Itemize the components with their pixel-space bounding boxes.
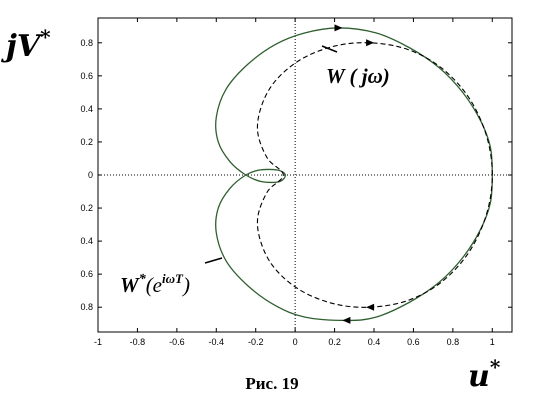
solid-curve-annotation-paren: (e	[146, 273, 162, 297]
direction-arrow	[334, 24, 343, 32]
series-layer	[215, 27, 493, 322]
x-tick-label: 0.6	[407, 337, 420, 347]
solid-curve-annotation-exp: iωT	[162, 271, 184, 286]
x-axis-label: u*	[468, 355, 501, 394]
y-tick-label: 0	[88, 170, 93, 180]
x-tick-label: -0.6	[169, 337, 185, 347]
y-tick-label: 0.4	[80, 104, 93, 114]
y-axis-label-sup: *	[40, 25, 51, 49]
figure-caption: Рис. 19	[245, 374, 298, 393]
dashed-curve-leader-line	[321, 45, 338, 53]
arrow-layer	[334, 24, 375, 324]
solid-curve-annotation-main: W	[120, 273, 140, 297]
series-dashed-curve	[256, 42, 493, 308]
y-tick-label: 0.6	[80, 71, 93, 81]
y-tick-label: 0.4	[80, 236, 93, 246]
zero-lines	[98, 18, 512, 332]
dashed-curve-annotation: W ( jω)	[326, 64, 390, 88]
direction-arrow	[342, 316, 351, 324]
direction-arrow	[366, 39, 375, 47]
solid-curve-leader-line	[204, 257, 223, 264]
y-tick-label: 0.8	[80, 38, 93, 48]
x-axis-label-sup: *	[490, 355, 501, 379]
x-tick-label: 0.8	[447, 337, 460, 347]
x-tick-label: 0	[293, 337, 298, 347]
x-tick-label: -1	[94, 337, 102, 347]
x-axis-label-main: u	[468, 359, 490, 394]
x-tick-label: 0.4	[368, 337, 381, 347]
series-solid-curve	[215, 27, 493, 322]
direction-arrow	[366, 303, 375, 311]
x-tick-label: -0.2	[248, 337, 264, 347]
x-tick-label: 0.2	[328, 337, 341, 347]
y-axis-label: jV*	[1, 25, 51, 64]
solid-curve-annotation-close: )	[182, 273, 190, 297]
solid-curve-annotation-sup: *	[139, 272, 147, 287]
y-tick-label: 0.8	[80, 302, 93, 312]
x-tick-label: -0.8	[130, 337, 146, 347]
y-axis-ticks: 0.8 0.6 0.4 0.2 0 0.2 0.4 0.6 0.8	[80, 38, 512, 312]
y-tick-label: 0.2	[80, 137, 93, 147]
y-axis-label-main: jV	[1, 29, 43, 64]
y-tick-label: 0.2	[80, 203, 93, 213]
x-axis-ticks: -1 -0.8 -0.6 -0.4 -0.2 0 0.2 0.4 0.6 0.8 1	[94, 18, 495, 347]
x-tick-label: -0.4	[209, 337, 225, 347]
solid-curve-annotation: W*(eiωT)	[120, 271, 190, 297]
y-tick-label: 0.6	[80, 269, 93, 279]
x-tick-label: 1	[490, 337, 495, 347]
